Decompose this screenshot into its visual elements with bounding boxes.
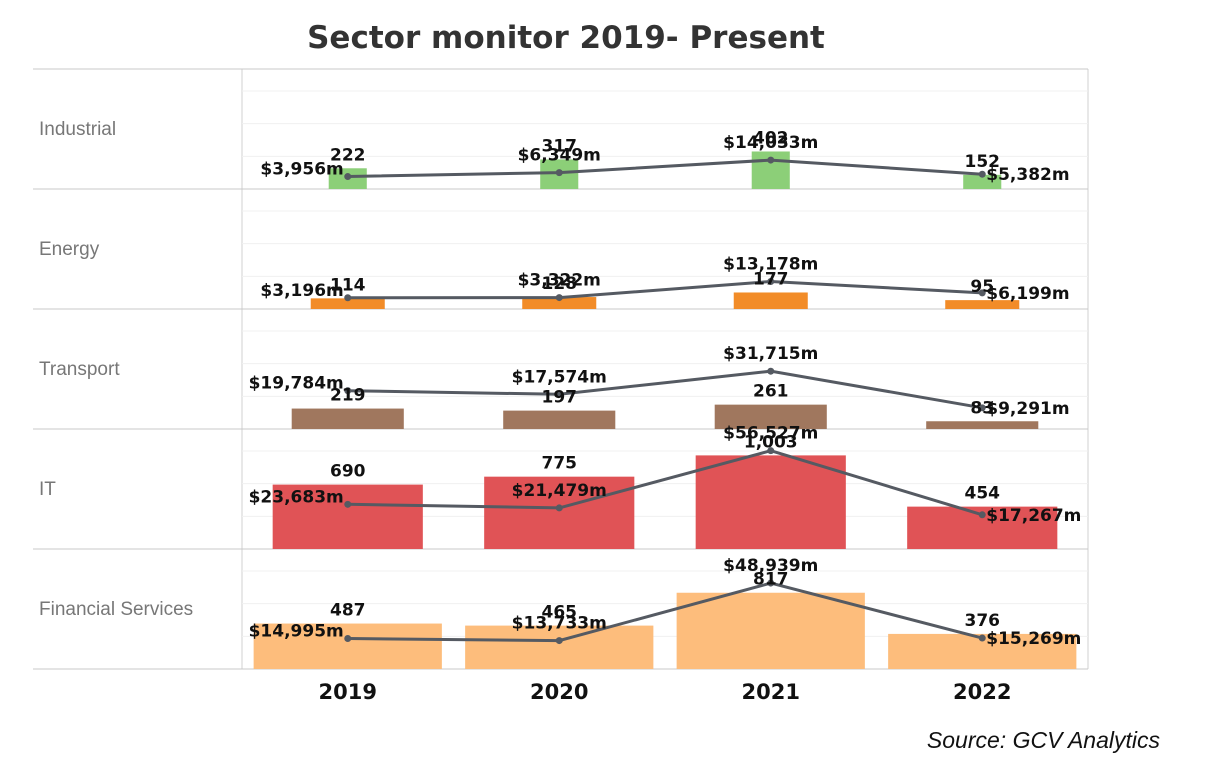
line-point (344, 294, 352, 302)
line-label: $21,479m (512, 481, 607, 501)
bar-label: 128 (542, 274, 578, 294)
bar (522, 297, 597, 309)
bar-label: 487 (330, 601, 366, 621)
bar (253, 623, 442, 669)
line-point (767, 277, 775, 285)
line-label: $14,995m (249, 622, 344, 642)
line-point (767, 447, 775, 455)
line-label: $15,269m (986, 629, 1081, 649)
bar-label: 83 (970, 398, 994, 418)
line-label: $17,267m (986, 506, 1081, 526)
bar (926, 421, 1039, 429)
line-label: $6,199m (986, 284, 1069, 304)
line-label: $13,733m (512, 614, 607, 634)
line-label: $3,322m (518, 271, 601, 291)
line-label: $17,574m (512, 367, 607, 387)
bar-label: 219 (330, 386, 366, 406)
series-line (347, 369, 983, 410)
bar-label: 817 (753, 570, 789, 590)
line-point (978, 511, 986, 519)
bar (291, 408, 404, 429)
line-label: $13,178m (723, 254, 818, 274)
line-label: $3,196m (260, 281, 343, 301)
bar-label: 317 (542, 136, 578, 156)
bar-label: 1,003 (744, 432, 798, 452)
line-label: $3,956m (260, 160, 343, 180)
line-point (555, 504, 563, 512)
line-point (767, 156, 775, 164)
bar (676, 592, 865, 669)
chart-title: Sector monitor 2019- Present (307, 20, 825, 56)
series-line (347, 449, 983, 517)
lines-layer (344, 156, 986, 645)
line-label: $56,527m (723, 424, 818, 444)
bar-label: 261 (753, 382, 789, 402)
line-point (344, 635, 352, 643)
x-tick-label: 2019 (319, 680, 377, 704)
bar-label: 402 (753, 128, 789, 148)
x-tick-label: 2022 (953, 680, 1011, 704)
line-point (344, 173, 352, 181)
bar-label: 95 (970, 277, 994, 297)
line-point (978, 170, 986, 178)
line-point (555, 169, 563, 177)
bar (503, 410, 616, 429)
x-tick-label: 2020 (530, 680, 588, 704)
bar-label: 454 (965, 484, 1001, 504)
line-point (344, 387, 352, 395)
bar-label: 177 (753, 269, 789, 289)
line-label: $23,683m (249, 487, 344, 507)
line-point (555, 294, 563, 302)
row-label-it: IT (39, 479, 56, 500)
line-label: $6,349m (518, 146, 601, 166)
bar (695, 455, 846, 549)
bar (310, 298, 385, 309)
source-note: Source: GCV Analytics (927, 727, 1161, 753)
line-point (767, 367, 775, 375)
line-label: $5,382m (986, 165, 1069, 185)
row-label-industrial: Industrial (39, 119, 116, 140)
bar-label: 197 (542, 388, 578, 408)
line-label: $9,291m (986, 399, 1069, 419)
bars-layer (253, 151, 1077, 669)
bar-label: 152 (965, 152, 1001, 172)
line-point (978, 404, 986, 412)
line-label: $31,715m (723, 344, 818, 364)
line-label: $19,784m (249, 374, 344, 394)
line-point (767, 579, 775, 587)
line-label: $14,033m (723, 133, 818, 153)
line-point (555, 390, 563, 398)
series-line (347, 279, 983, 300)
series-line (347, 581, 983, 643)
bar (272, 484, 423, 549)
bar-label: 222 (330, 145, 366, 165)
row-label-transport: Transport (39, 359, 120, 380)
x-tick-label: 2021 (742, 680, 800, 704)
bar (714, 404, 827, 429)
bar (963, 174, 1002, 189)
line-point (344, 500, 352, 508)
bar (465, 625, 654, 669)
bar-label: 775 (542, 454, 578, 474)
line-point (978, 634, 986, 642)
line-point (978, 289, 986, 297)
labels-layer: Industrial 222 317 402 152 $3,956m $6,349m $14,… (39, 119, 1081, 649)
bar (484, 476, 635, 549)
bar-label: 114 (330, 275, 366, 295)
bar-label: 690 (330, 462, 366, 482)
bar (733, 292, 808, 309)
axis-layer: 2019 2020 2021 2022 (319, 680, 1012, 704)
row-label-financial-services: Financial Services (39, 599, 193, 620)
bar-label: 376 (965, 611, 1001, 631)
bar-label: 465 (542, 603, 578, 623)
bar (945, 300, 1020, 309)
row-label-energy: Energy (39, 239, 100, 260)
line-label: $48,939m (723, 556, 818, 576)
line-point (555, 637, 563, 645)
series-line (347, 158, 983, 178)
